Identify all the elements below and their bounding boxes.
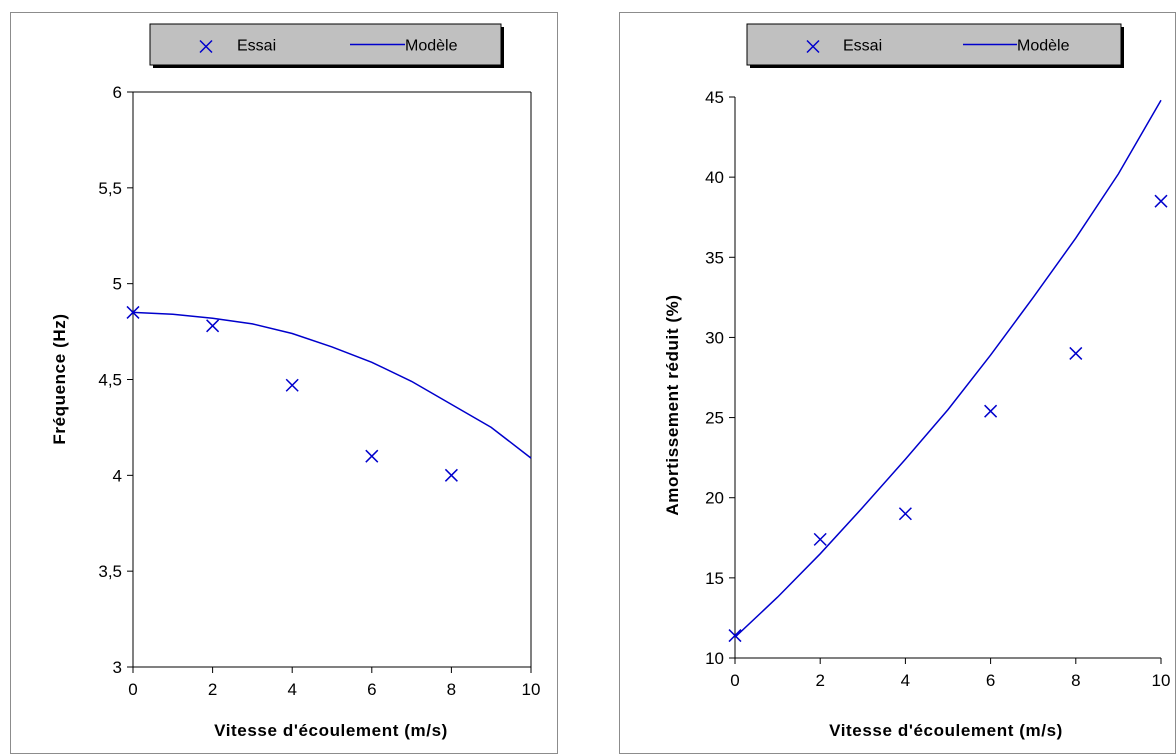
y-tick-label: 4,5 <box>98 371 122 390</box>
essai-point <box>444 468 458 482</box>
chart-panel-frequency: Essai Modèle 3 3,5 4 4,5 5 5,5 6 0 2 4 6 8 10 Vitesse d… <box>10 12 558 754</box>
legend-box <box>746 23 1122 66</box>
x-tick-label: 0 <box>730 671 739 690</box>
essai-point <box>984 404 998 418</box>
x-tick-label: 6 <box>367 680 376 699</box>
y-tick-label: 25 <box>705 409 724 428</box>
modele-series-line <box>132 311 532 459</box>
legend-modele-label: Modèle <box>1017 38 1070 55</box>
x-tick-label: 10 <box>1152 671 1171 690</box>
y-tick-label: 6 <box>113 83 122 102</box>
x-tick-label: 6 <box>986 671 995 690</box>
y-tick-label: 15 <box>705 569 724 588</box>
essai-point <box>206 319 220 333</box>
essai-point <box>365 449 379 463</box>
legend-essai-marker <box>806 39 820 54</box>
y-tick-label: 45 <box>705 88 724 107</box>
y-tick-label: 20 <box>705 489 724 508</box>
y-tick-label: 10 <box>705 649 724 668</box>
legend-essai-label: Essai <box>843 38 882 55</box>
essai-point <box>1069 346 1083 360</box>
y-tick-label: 5 <box>113 275 122 294</box>
y-axis-title: Fréquence (Hz) <box>50 313 69 444</box>
essai-point <box>285 378 299 392</box>
modele-series-line <box>734 99 1162 638</box>
x-tick-label: 4 <box>901 671 910 690</box>
essai-point <box>1154 194 1168 208</box>
essai-point <box>126 305 140 319</box>
y-tick-label: 4 <box>113 466 122 485</box>
x-tick-label: 0 <box>128 680 137 699</box>
x-axis-title: Vitesse d'écoulement (m/s) <box>829 721 1063 740</box>
y-tick-label: 35 <box>705 248 724 267</box>
chart-panel-damping: Essai Modèle 10 15 20 25 30 35 40 45 0 2 4 6 8 10 Vitess… <box>619 12 1176 754</box>
y-tick-label: 3 <box>113 658 122 677</box>
x-axis-title: Vitesse d'écoulement (m/s) <box>214 721 448 740</box>
legend-essai-label: Essai <box>237 38 276 55</box>
y-tick-label: 30 <box>705 328 724 347</box>
y-tick-label: 3,5 <box>98 562 122 581</box>
x-tick-label: 10 <box>522 680 541 699</box>
legend-essai-marker <box>199 39 213 54</box>
y-tick-label: 40 <box>705 168 724 187</box>
x-tick-label: 8 <box>1071 671 1080 690</box>
y-tick-label: 5,5 <box>98 179 122 198</box>
damping-chart: Essai Modèle 10 15 20 25 30 35 40 45 0 2 4 6 8 10 Vitess… <box>663 23 1171 740</box>
legend-modele-label: Modèle <box>405 38 458 55</box>
frequency-chart: Essai Modèle 3 3,5 4 4,5 5 5,5 6 0 2 4 6 8 10 Vitesse d… <box>50 23 541 740</box>
x-tick-label: 2 <box>208 680 217 699</box>
x-tick-label: 4 <box>287 680 296 699</box>
essai-point <box>728 629 742 643</box>
x-tick-label: 2 <box>815 671 824 690</box>
essai-point <box>813 532 827 546</box>
x-tick-label: 8 <box>447 680 456 699</box>
essai-point <box>898 507 912 521</box>
y-axis-title: Amortissement réduit (%) <box>663 294 682 515</box>
